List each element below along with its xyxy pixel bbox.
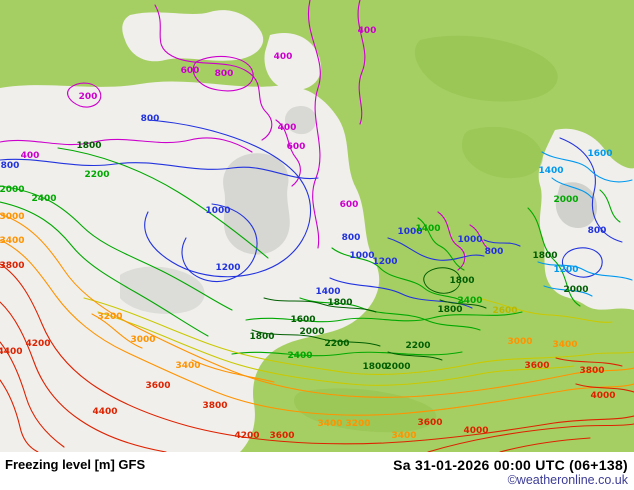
map-datetime: Sa 31-01-2026 00:00 UTC (06+138) — [393, 457, 628, 473]
map-area: 400 600 800 400 200 800 400 600 400 600 800 800 1800… — [0, 0, 634, 452]
contours-yellow — [83, 297, 634, 386]
land-texture — [294, 35, 558, 433]
contours-red — [0, 263, 634, 452]
contours-magenta — [0, 0, 491, 271]
map-title: Freezing level [m] GFS — [5, 457, 146, 472]
contours-orange — [0, 213, 634, 416]
contours-green — [0, 147, 621, 357]
map-footer: Freezing level [m] GFS Sa 31-01-2026 00:… — [0, 452, 634, 490]
copyright-text: ©weatheronline.co.uk — [507, 473, 628, 487]
contour-map-canvas — [0, 0, 634, 452]
contours-cyan — [537, 151, 633, 297]
contours-blue — [0, 119, 623, 309]
contours-darkgreen — [251, 267, 487, 361]
